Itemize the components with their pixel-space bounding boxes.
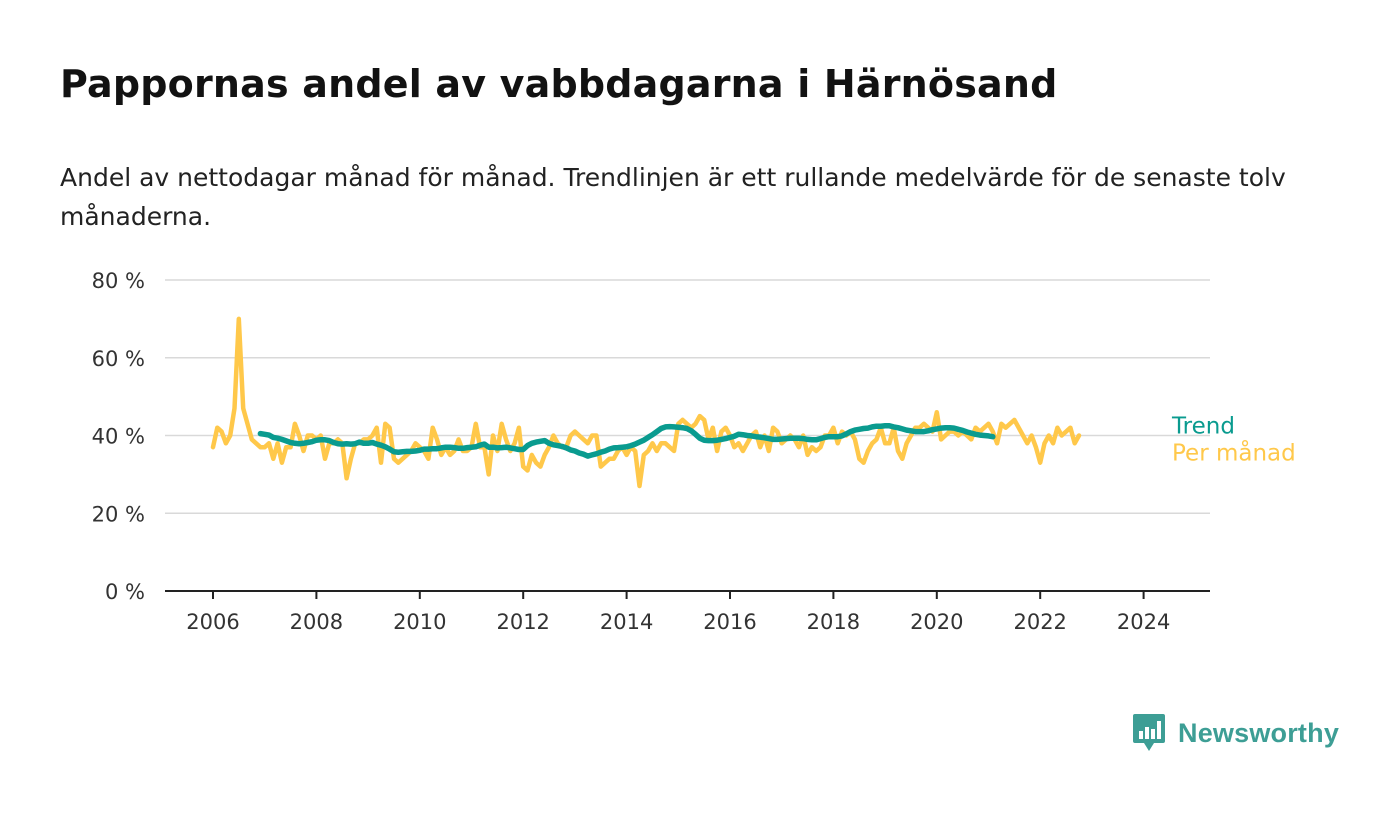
per-manad-series-label: Per månad [1172, 439, 1296, 467]
x-tick-label: 2022 [1013, 610, 1066, 634]
trend-series-line [257, 423, 996, 459]
x-tick-label: 2014 [600, 610, 653, 634]
grid-lines [165, 279, 1210, 514]
y-axis-ticks: 0 % 20 % 40 % 60 % 80 % [92, 269, 145, 604]
x-tick-label: 2008 [290, 610, 343, 634]
y-tick-label: 60 % [92, 347, 145, 371]
y-tick-label: 0 % [105, 580, 145, 604]
per-manad-series-line [210, 316, 1082, 489]
trend-series-label: Trend [1171, 414, 1235, 440]
chart-subtitle: Andel av nettodagar månad för månad. Tre… [60, 163, 1286, 231]
x-tick-label: 2024 [1117, 610, 1170, 634]
x-axis-ticks: 2006 2008 2010 2012 2014 2016 2018 2020 2022 2024 [165, 590, 1210, 634]
y-tick-label: 80 % [92, 269, 145, 293]
y-tick-label: 20 % [92, 502, 145, 526]
series-lines [210, 316, 1082, 489]
newsworthy-logo[interactable]: Newsworthy [1132, 713, 1339, 753]
x-tick-label: 2020 [910, 610, 963, 634]
x-tick-label: 2010 [393, 610, 446, 634]
chart-title: Pappornas andel av vabbdagarna i Härnösa… [60, 62, 1058, 106]
x-tick-label: 2012 [496, 610, 549, 634]
y-tick-label: 40 % [92, 425, 145, 449]
x-tick-label: 2018 [807, 610, 860, 634]
newsworthy-logo-icon [1133, 714, 1165, 751]
x-tick-label: 2006 [186, 610, 239, 634]
x-tick-label: 2016 [703, 610, 756, 634]
brand-name: Newsworthy [1178, 717, 1340, 748]
